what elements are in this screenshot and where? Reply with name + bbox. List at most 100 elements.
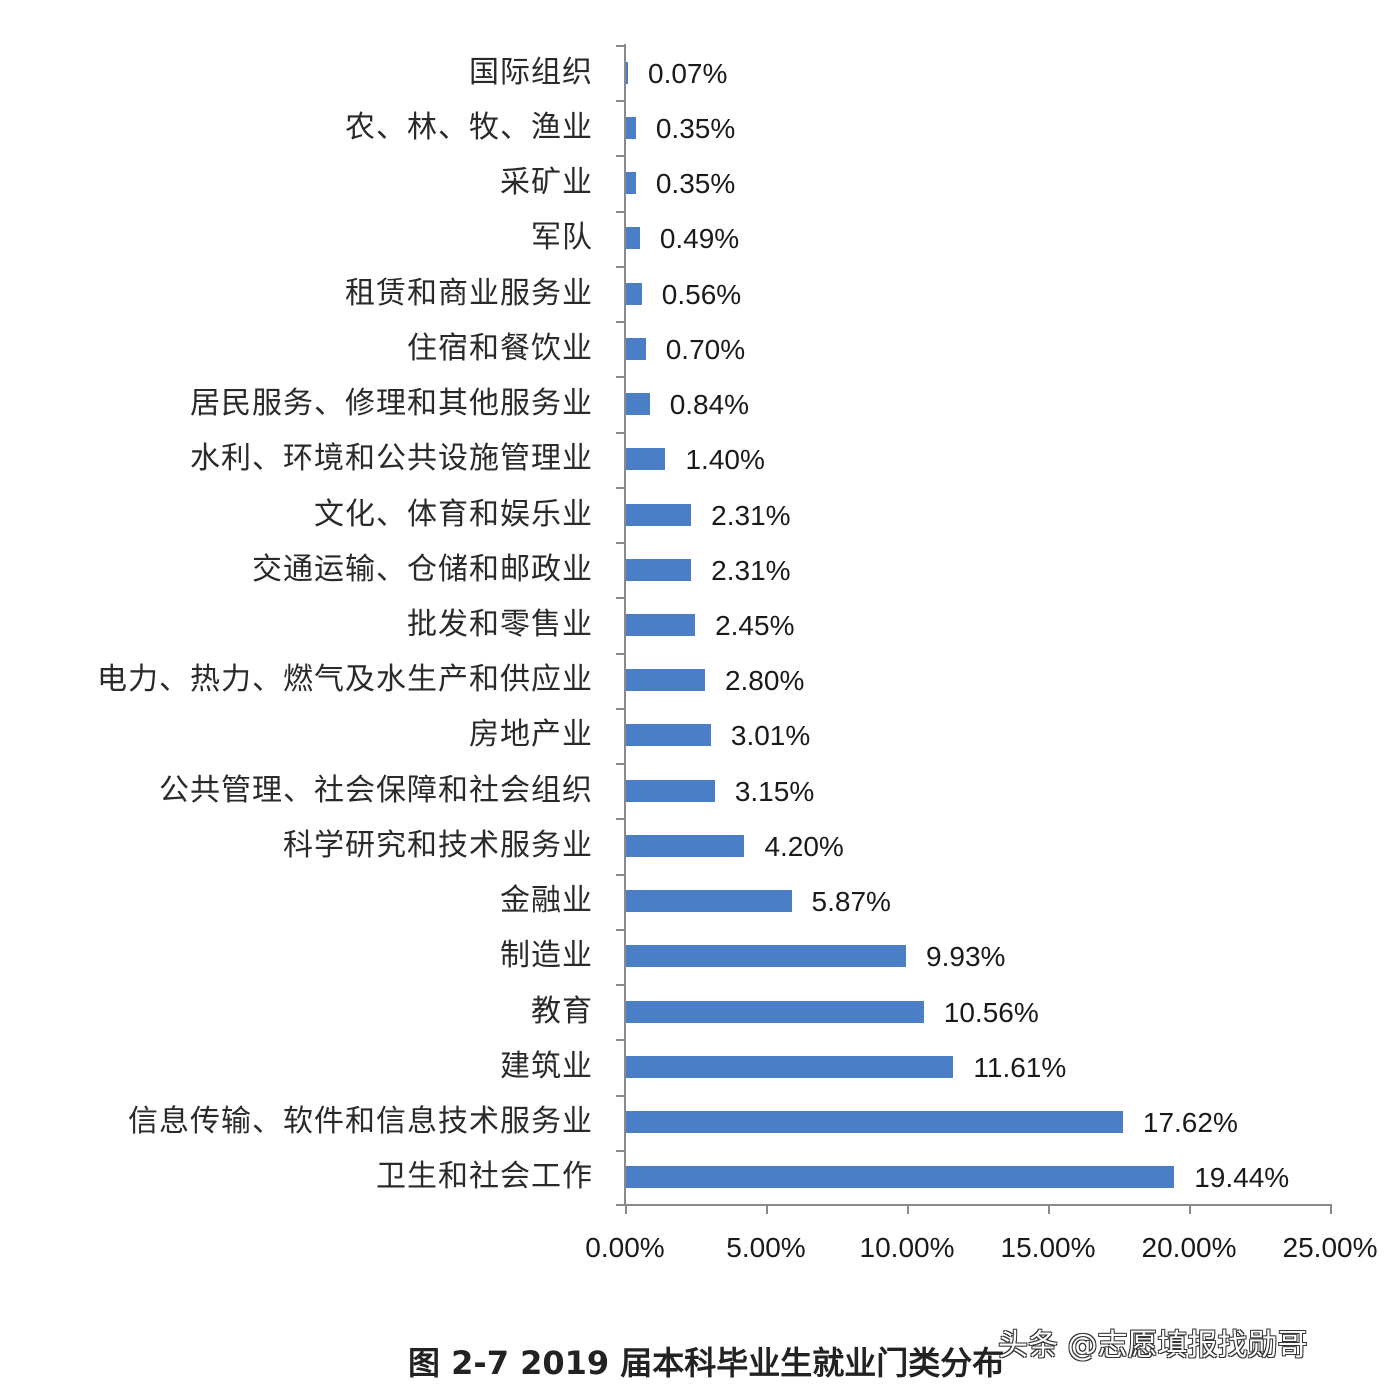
y-axis-tick — [616, 431, 625, 434]
bar — [626, 116, 636, 139]
category-label: 金融业 — [500, 883, 593, 919]
bar — [626, 1000, 924, 1023]
category-label: 水利、环境和公共设施管理业 — [190, 441, 593, 477]
x-tick-label: 10.00% — [859, 1232, 955, 1263]
y-axis-tick — [616, 486, 625, 489]
chart-caption: 图 2-7 2019 届本科毕业生就业门类分布 — [408, 1344, 1005, 1382]
y-axis-tick — [616, 818, 625, 821]
bar — [626, 669, 705, 692]
value-label: 0.35% — [655, 112, 736, 144]
category-label: 公共管理、社会保障和社会组织 — [159, 772, 593, 808]
y-axis — [624, 44, 626, 1206]
y-axis-tick — [616, 597, 625, 600]
value-label: 0.84% — [669, 389, 750, 421]
category-label: 房地产业 — [469, 717, 593, 753]
value-label: 0.70% — [665, 333, 746, 365]
bar — [626, 890, 792, 913]
value-label: 4.20% — [764, 830, 844, 862]
y-axis-tick — [616, 1039, 625, 1042]
bar — [626, 558, 692, 581]
x-tick-label: 0.00% — [585, 1232, 665, 1263]
category-label: 采矿业 — [500, 165, 593, 201]
category-label: 军队 — [531, 220, 593, 256]
bar — [626, 1166, 1175, 1189]
value-label: 10.56% — [943, 996, 1039, 1028]
category-label: 卫生和社会工作 — [376, 1159, 593, 1195]
x-tick-label: 15.00% — [1000, 1232, 1096, 1263]
value-label: 3.01% — [730, 720, 811, 752]
value-label: 1.40% — [685, 444, 765, 476]
x-axis-tick — [625, 1204, 627, 1214]
value-label: 17.62% — [1142, 1107, 1238, 1139]
y-axis-tick — [616, 265, 625, 268]
x-tick-label: 5.00% — [726, 1232, 806, 1263]
category-label: 科学研究和技术服务业 — [283, 827, 593, 863]
bar — [626, 779, 715, 802]
value-label: 0.49% — [659, 223, 740, 255]
y-axis-tick — [616, 763, 625, 766]
x-axis-tick — [1330, 1204, 1332, 1214]
bar — [626, 172, 636, 195]
bar — [626, 1111, 1123, 1134]
bar — [626, 337, 646, 360]
y-axis-tick — [616, 542, 625, 545]
category-label: 制造业 — [500, 938, 593, 974]
category-label: 农、林、牧、渔业 — [345, 109, 593, 145]
x-axis — [624, 1204, 1331, 1206]
y-axis-tick — [616, 652, 625, 655]
bar — [626, 448, 666, 471]
bar — [626, 227, 640, 250]
y-axis-tick — [616, 45, 625, 47]
category-label: 租赁和商业服务业 — [345, 275, 593, 311]
y-axis-tick — [616, 376, 625, 379]
bar — [626, 1055, 954, 1078]
value-label: 0.35% — [655, 168, 736, 200]
value-label: 5.87% — [811, 886, 891, 918]
value-label: 19.44% — [1194, 1162, 1290, 1194]
x-axis-tick — [1189, 1204, 1191, 1214]
y-axis-tick — [616, 707, 625, 710]
y-axis-tick — [616, 100, 625, 103]
y-axis-tick — [616, 1094, 625, 1097]
value-label: 2.31% — [711, 554, 791, 586]
bar — [626, 614, 696, 636]
value-label: 2.31% — [711, 499, 791, 531]
category-label: 教育 — [531, 993, 593, 1029]
value-label: 0.56% — [661, 278, 742, 310]
y-axis-tick — [616, 873, 625, 876]
x-tick-label: 25.00% — [1282, 1232, 1378, 1263]
value-label: 2.80% — [724, 665, 805, 697]
category-label: 建筑业 — [500, 1048, 593, 1084]
bar — [626, 834, 745, 857]
value-label: 3.15% — [734, 775, 815, 807]
category-label: 住宿和餐饮业 — [407, 330, 593, 366]
category-label: 文化、体育和娱乐业 — [314, 496, 593, 532]
x-axis-tick — [1048, 1204, 1050, 1214]
category-label: 居民服务、修理和其他服务业 — [190, 386, 593, 422]
bar — [626, 503, 692, 526]
category-label: 电力、热力、燃气及水生产和供应业 — [97, 662, 593, 698]
bar — [626, 61, 628, 84]
bar — [626, 282, 642, 305]
x-axis-tick — [907, 1204, 909, 1214]
value-label: 9.93% — [926, 941, 1006, 973]
category-label: 交通运输、仓储和邮政业 — [252, 551, 593, 587]
y-axis-tick — [616, 1204, 625, 1206]
category-label: 信息传输、软件和信息技术服务业 — [128, 1104, 593, 1140]
bar — [626, 724, 711, 747]
y-axis-tick — [616, 1149, 625, 1152]
value-label: 0.07% — [648, 57, 728, 89]
y-axis-tick — [616, 984, 625, 987]
x-tick-label: 20.00% — [1141, 1232, 1237, 1263]
y-axis-tick — [616, 155, 625, 158]
bar — [626, 945, 907, 968]
bar — [626, 393, 650, 416]
y-axis-tick — [616, 321, 625, 324]
category-label: 批发和零售业 — [407, 607, 593, 642]
value-label: 11.61% — [973, 1051, 1067, 1083]
x-axis-tick — [766, 1204, 768, 1214]
y-axis-tick — [616, 210, 625, 213]
y-axis-tick — [616, 928, 625, 931]
category-label: 国际组织 — [469, 54, 593, 90]
